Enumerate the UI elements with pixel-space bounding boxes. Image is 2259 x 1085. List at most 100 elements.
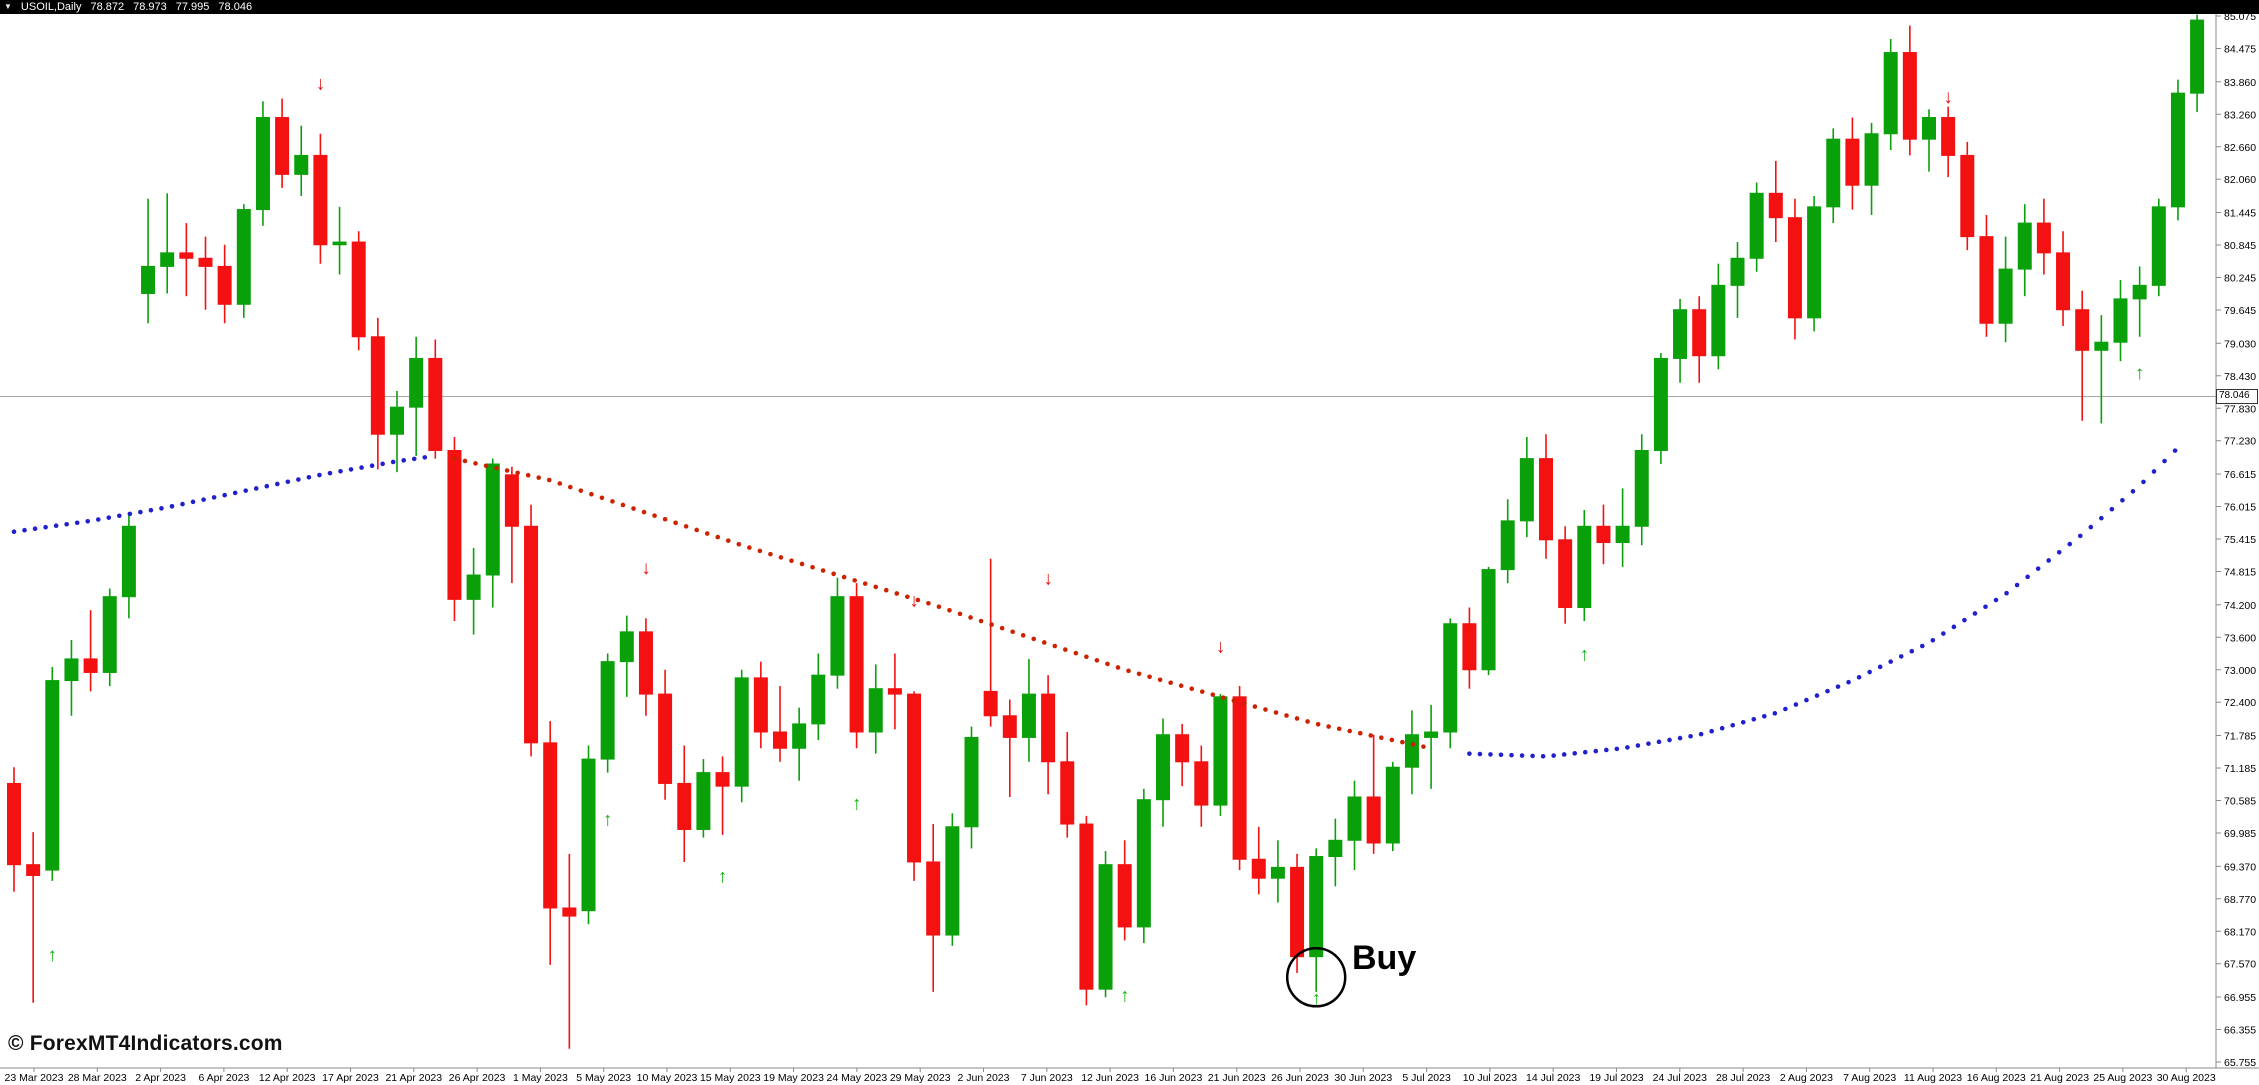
price-axis-label: 76.015	[2224, 502, 2256, 514]
ma-dot-up	[1972, 611, 1978, 616]
candle-body-bear	[543, 742, 558, 909]
ma-dot-down	[589, 491, 594, 497]
candle	[600, 653, 615, 773]
ma-dot-up	[1951, 624, 1957, 630]
candle	[45, 667, 60, 881]
candle	[1749, 182, 1764, 272]
quote-low: 77.995	[175, 1, 210, 13]
ma-dot-up	[411, 456, 417, 462]
ma-dot-up	[264, 483, 270, 489]
candle-body-bull	[1347, 796, 1362, 841]
candle-body-bear	[1251, 858, 1266, 879]
ma-dot-down	[926, 600, 931, 606]
ma-dot-up	[74, 520, 80, 526]
price-axis-label: 71.185	[2224, 763, 2256, 775]
candle	[1079, 815, 1094, 1006]
time-axis-label: 19 May 2023	[763, 1072, 824, 1084]
candle	[811, 653, 826, 741]
time-axis-label: 7 Jun 2023	[1021, 1072, 1073, 1084]
candle	[1060, 732, 1075, 838]
candle-body-bull	[1864, 133, 1879, 186]
candle	[926, 824, 941, 992]
ma-dot-up	[127, 511, 133, 517]
candle	[1826, 128, 1841, 224]
candle	[1596, 504, 1611, 565]
candle-body-bear	[83, 658, 98, 673]
ma-dot-up	[117, 513, 122, 519]
time-axis-label: 5 Jul 2023	[1402, 1072, 1451, 1084]
signal-arrows-layer: ↑ ↑ ↑ ↑ ↑ ↑ ↑ ↓ ↓ ↓ ↓ ↓ ↓	[48, 73, 2145, 1006]
ma-dot-down	[757, 548, 763, 554]
ma-dot-down	[1410, 742, 1416, 747]
candle-body-bull	[1883, 52, 1898, 135]
candle-body-bear	[370, 336, 385, 435]
candle-body-bull	[1807, 206, 1822, 319]
buy-signal-arrow-icon: ↑	[603, 810, 613, 831]
ma-dot-up	[1730, 722, 1736, 728]
ma-dot-up	[1709, 728, 1714, 734]
candle	[2056, 231, 2071, 326]
candle-body-bear	[7, 782, 21, 866]
candle	[1041, 675, 1056, 795]
candle-body-bull	[1270, 866, 1285, 879]
candle	[1922, 109, 1936, 172]
ma-dot-up	[348, 467, 354, 472]
candle	[217, 244, 232, 324]
time-axis-label: 7 Aug 2023	[1843, 1072, 1896, 1084]
price-axis-label: 82.660	[2224, 142, 2256, 154]
symbol-dropdown-icon[interactable]: ▼	[4, 2, 12, 11]
candle	[198, 236, 213, 310]
candle	[1902, 25, 1917, 156]
ma-dot-down	[1094, 658, 1100, 663]
ma-dot-up	[1983, 604, 1988, 610]
price-axis-label: 82.060	[2224, 174, 2256, 186]
ma-dot-up	[1751, 716, 1757, 722]
ma-dot-up	[1477, 751, 1483, 757]
candle	[734, 669, 749, 803]
ma-dot-up	[1740, 719, 1746, 725]
candle-body-bull	[1577, 525, 1592, 608]
buy-annotation-label: Buy	[1352, 939, 1417, 977]
candle-body-bear	[1175, 734, 1190, 763]
price-axis-label: 69.985	[2224, 828, 2256, 840]
candle-body-bear	[1979, 236, 1994, 324]
time-axis-label: 2 Aug 2023	[1780, 1072, 1833, 1084]
candle-body-bear	[1366, 796, 1381, 844]
ma-dot-up	[1646, 741, 1651, 746]
time-axis[interactable]: 23 Mar 2023 28 Mar 2023 2 Apr 2023 6 Apr 20…	[0, 1067, 2259, 1084]
ma-dot-up	[317, 472, 322, 478]
candle	[2190, 14, 2205, 113]
candle-body-bear	[1539, 458, 1553, 541]
candle	[2132, 266, 2147, 337]
ma-dot-down	[1315, 721, 1321, 727]
ma-dot-up	[2172, 448, 2178, 453]
candle	[1539, 434, 1553, 559]
ma-dot-down	[1063, 647, 1068, 652]
candle	[1519, 436, 1534, 538]
time-axis-label: 24 Jul 2023	[1653, 1072, 1707, 1084]
candle-body-bull	[868, 688, 883, 733]
price-axis-label: 81.445	[2224, 208, 2256, 220]
ma-dot-up	[43, 524, 48, 530]
candle-body-bull	[830, 596, 845, 676]
candle	[1290, 853, 1305, 973]
ma-dot-down	[1147, 674, 1152, 680]
time-axis-label: 15 May 2023	[700, 1072, 761, 1084]
price-axis-label: 73.000	[2224, 665, 2256, 677]
ma-dot-up	[338, 468, 343, 474]
candle-body-bull	[2094, 341, 2109, 351]
candle	[1462, 607, 1477, 689]
ma-dot-up	[243, 488, 249, 493]
price-axis-label: 80.845	[2224, 240, 2256, 252]
ma-dot-down	[525, 472, 531, 478]
ma-dot-down	[778, 555, 784, 560]
price-axis[interactable]: 85.075 84.475 83.860 83.260 82.660 82.060 81.4…	[2215, 11, 2256, 1069]
ma-dot-down	[968, 615, 973, 620]
ma-dot-up	[1888, 659, 1893, 664]
ma-dot-up	[2014, 582, 2020, 588]
candle-body-bull	[1443, 623, 1458, 733]
candle	[1366, 734, 1381, 854]
ma-dot-down	[536, 475, 542, 480]
ma-dot-up	[1867, 669, 1872, 675]
